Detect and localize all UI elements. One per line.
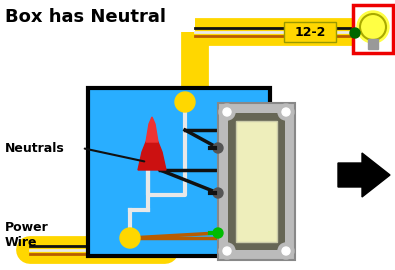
Circle shape <box>350 28 360 38</box>
Circle shape <box>213 188 223 198</box>
Circle shape <box>213 143 223 153</box>
Polygon shape <box>146 117 158 142</box>
Text: Power
Wire: Power Wire <box>5 221 49 249</box>
FancyBboxPatch shape <box>284 22 336 42</box>
Text: Box has Neutral: Box has Neutral <box>5 8 166 26</box>
Text: 12-2: 12-2 <box>294 25 326 39</box>
Bar <box>353 5 393 53</box>
Circle shape <box>213 228 223 238</box>
Circle shape <box>223 247 231 255</box>
Polygon shape <box>138 134 166 170</box>
Circle shape <box>278 243 294 259</box>
Circle shape <box>282 108 290 116</box>
Bar <box>228 113 285 250</box>
Circle shape <box>357 11 389 43</box>
Bar <box>368 39 378 49</box>
Circle shape <box>282 247 290 255</box>
Text: Neutrals: Neutrals <box>5 141 65 154</box>
Circle shape <box>223 108 231 116</box>
Bar <box>218 103 295 260</box>
Bar <box>236 121 277 242</box>
Circle shape <box>175 92 195 112</box>
Bar <box>88 88 270 256</box>
Circle shape <box>219 243 235 259</box>
Circle shape <box>120 228 140 248</box>
Circle shape <box>219 104 235 120</box>
Circle shape <box>278 104 294 120</box>
Polygon shape <box>338 153 390 197</box>
